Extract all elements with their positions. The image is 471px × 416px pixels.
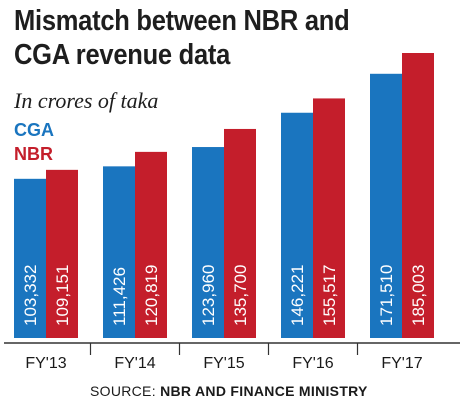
source-prefix: SOURCE: <box>90 383 156 399</box>
bar-nbr-4 <box>402 53 434 338</box>
bar-cga-4 <box>370 73 402 338</box>
bar-cga-1 <box>103 166 135 338</box>
x-tick-label-3: FY'16 <box>292 355 333 372</box>
bar-nbr-0 <box>46 169 78 338</box>
x-tick-label-0: FY'13 <box>25 355 66 372</box>
bar-cga-3 <box>281 112 313 338</box>
data-label-nbr-3: 155,517 <box>320 265 339 326</box>
x-tick-label-2: FY'15 <box>203 355 244 372</box>
bar-nbr-1 <box>135 151 167 338</box>
data-label-nbr-1: 120,819 <box>142 265 161 326</box>
bar-cga-2 <box>192 147 224 338</box>
source-note: SOURCE: NBR AND FINANCE MINISTRY <box>90 383 368 399</box>
chart-subtitle: In crores of taka <box>14 88 159 113</box>
data-label-cga-4: 171,510 <box>377 265 396 326</box>
data-label-cga-1: 111,426 <box>110 267 129 326</box>
bar-nbr-3 <box>313 98 345 338</box>
legend-entry-cga: CGA <box>14 120 54 140</box>
bar-cga-0 <box>14 178 46 338</box>
chart-title: Mismatch between NBR and CGA revenue dat… <box>14 5 350 71</box>
data-label-cga-3: 146,221 <box>288 265 307 326</box>
data-label-nbr-2: 135,700 <box>231 265 250 326</box>
legend-entry-nbr: NBR <box>14 144 53 164</box>
x-tick-label-1: FY'14 <box>114 355 155 372</box>
data-label-nbr-4: 185,003 <box>409 265 428 326</box>
bar-nbr-2 <box>224 128 256 338</box>
data-label-cga-2: 123,960 <box>199 265 218 326</box>
x-tick-label-4: FY'17 <box>381 355 422 372</box>
data-label-nbr-0: 109,151 <box>53 265 72 326</box>
source-text: NBR AND FINANCE MINISTRY <box>160 383 368 399</box>
data-label-cga-0: 103,332 <box>21 265 40 326</box>
